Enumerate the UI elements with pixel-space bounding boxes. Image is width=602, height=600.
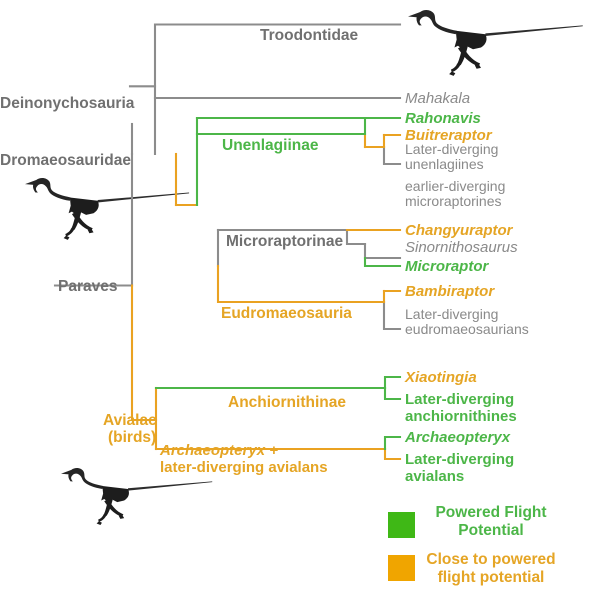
svg-text:Xiaotingia: Xiaotingia — [404, 369, 477, 386]
svg-text:flight potential: flight potential — [438, 569, 545, 586]
svg-text:avialans: avialans — [405, 468, 464, 485]
svg-text:Later-diverging: Later-diverging — [405, 451, 514, 468]
svg-text:Later-diverging: Later-diverging — [405, 306, 498, 322]
svg-text:eudromaeosaurians: eudromaeosaurians — [405, 321, 529, 337]
svg-text:Microraptor: Microraptor — [405, 258, 490, 275]
svg-text:(birds): (birds) — [108, 429, 156, 446]
svg-text:Deinonychosauria: Deinonychosauria — [0, 95, 135, 112]
svg-text:Microraptorinae: Microraptorinae — [226, 233, 344, 250]
svg-text:Avialae: Avialae — [103, 412, 157, 429]
svg-text:Close to powered: Close to powered — [426, 551, 555, 568]
svg-text:Rahonavis: Rahonavis — [405, 110, 481, 127]
svg-text:Unenlagiinae: Unenlagiinae — [222, 137, 319, 154]
svg-text:Troodontidae: Troodontidae — [260, 27, 359, 44]
svg-text:anchiornithines: anchiornithines — [405, 408, 517, 425]
svg-text:Mahakala: Mahakala — [405, 90, 470, 107]
svg-text:Bambiraptor: Bambiraptor — [405, 283, 495, 300]
svg-text:Archaeopteryx +: Archaeopteryx + — [159, 442, 278, 459]
svg-text:Later-diverging: Later-diverging — [405, 391, 514, 408]
svg-text:microraptorines: microraptorines — [405, 193, 501, 209]
svg-text:Paraves: Paraves — [58, 278, 117, 295]
svg-text:Dromaeosauridae: Dromaeosauridae — [0, 152, 131, 169]
svg-text:Later-diverging: Later-diverging — [405, 141, 498, 157]
svg-text:Powered Flight: Powered Flight — [435, 504, 546, 521]
svg-text:earlier-diverging: earlier-diverging — [405, 178, 505, 194]
svg-text:Anchiornithinae: Anchiornithinae — [228, 394, 346, 411]
svg-text:unenlagiines: unenlagiines — [405, 156, 484, 172]
svg-text:Archaeopteryx: Archaeopteryx — [404, 429, 511, 446]
svg-text:Changyuraptor: Changyuraptor — [405, 222, 514, 239]
svg-text:Sinornithosaurus: Sinornithosaurus — [405, 239, 518, 256]
svg-text:Potential: Potential — [458, 522, 523, 539]
svg-text:later-diverging avialans: later-diverging avialans — [160, 459, 328, 476]
svg-text:Eudromaeosauria: Eudromaeosauria — [221, 305, 352, 322]
